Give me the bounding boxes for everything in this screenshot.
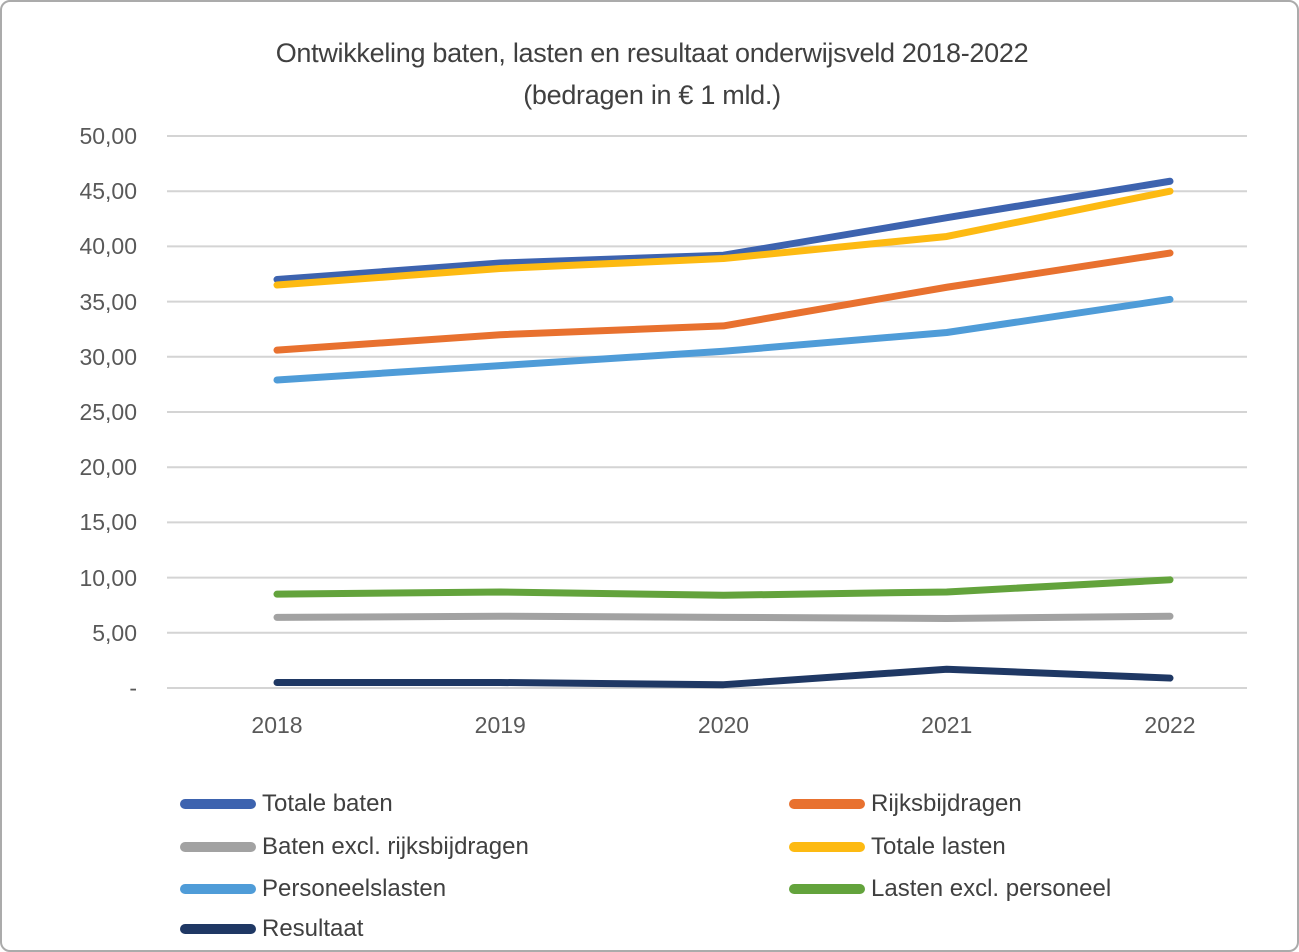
legend-label-resultaat: Resultaat (262, 915, 364, 942)
legend-item-lasten-excl-personeel: Lasten excl. personeel (789, 875, 1111, 903)
legend-swatch-personeelslasten (180, 884, 256, 894)
x-axis-label-2018: 2018 (251, 712, 303, 738)
y-tick-label-10: 10,00 (79, 564, 137, 591)
legend-item-resultaat: Resultaat (180, 915, 363, 943)
x-axis-label-2019: 2019 (474, 712, 526, 738)
legend-swatch-totale-lasten (789, 842, 865, 852)
x-axis-label-2020: 2020 (697, 712, 750, 738)
y-tick-label-20: 20,00 (79, 454, 137, 481)
series-line-rijksbijdragen (273, 249, 1174, 354)
legend-label-baten-excl-rijksbijdragen: Baten excl. rijksbijdragen (262, 833, 529, 860)
legend-swatch-lasten-excl-personeel (789, 884, 865, 894)
y-tick-label-5: 5,00 (92, 619, 137, 646)
legend-item-totale-baten: Totale baten (180, 790, 393, 818)
y-tick-label-0: - (129, 675, 137, 701)
series-line-personeelslasten (273, 295, 1174, 384)
x-axis-label-2021: 2021 (921, 712, 973, 738)
legend-label-lasten-excl-personeel: Lasten excl. personeel (871, 875, 1112, 902)
series-line-lasten-excl-personeel (273, 576, 1174, 599)
legend-label-personeelslasten: Personeelslasten (262, 875, 447, 902)
y-tick-label-35: 35,00 (79, 288, 137, 315)
chart-title-line2: (bedragen in € 1 mld.) (523, 80, 781, 110)
legend-swatch-baten-excl-rijksbijdragen (180, 842, 256, 852)
y-tick-label-40: 40,00 (79, 233, 137, 260)
legend-swatch-rijksbijdragen (789, 799, 865, 809)
legend-label-totale-baten: Totale baten (262, 790, 393, 817)
legend-item-totale-lasten: Totale lasten (789, 833, 1006, 861)
series-line-totale-baten (273, 177, 1174, 284)
legend-label-rijksbijdragen: Rijksbijdragen (871, 790, 1022, 817)
chart-title: Ontwikkeling baten, lasten en resultaat … (62, 32, 1242, 116)
legend-item-personeelslasten: Personeelslasten (180, 875, 446, 903)
y-tick-label-45: 45,00 (79, 178, 137, 205)
x-axis-label-2022: 2022 (1144, 712, 1196, 738)
legend-swatch-resultaat (180, 924, 256, 934)
legend-item-baten-excl-rijksbijdragen: Baten excl. rijksbijdragen (180, 833, 529, 861)
series-line-resultaat (273, 665, 1174, 689)
y-tick-label-50: 50,00 (79, 123, 137, 149)
series-line-baten-excl-rijksbijdragen (273, 612, 1174, 622)
chart-title-line1: Ontwikkeling baten, lasten en resultaat … (275, 38, 1029, 68)
legend-swatch-totale-baten (180, 799, 256, 809)
y-tick-label-30: 30,00 (79, 343, 137, 370)
y-tick-label-25: 25,00 (79, 399, 137, 425)
series-line-totale-lasten (273, 187, 1174, 289)
y-tick-label-15: 15,00 (79, 509, 137, 536)
legend-label-totale-lasten: Totale lasten (871, 833, 1006, 860)
legend-item-rijksbijdragen: Rijksbijdragen (789, 790, 1022, 818)
